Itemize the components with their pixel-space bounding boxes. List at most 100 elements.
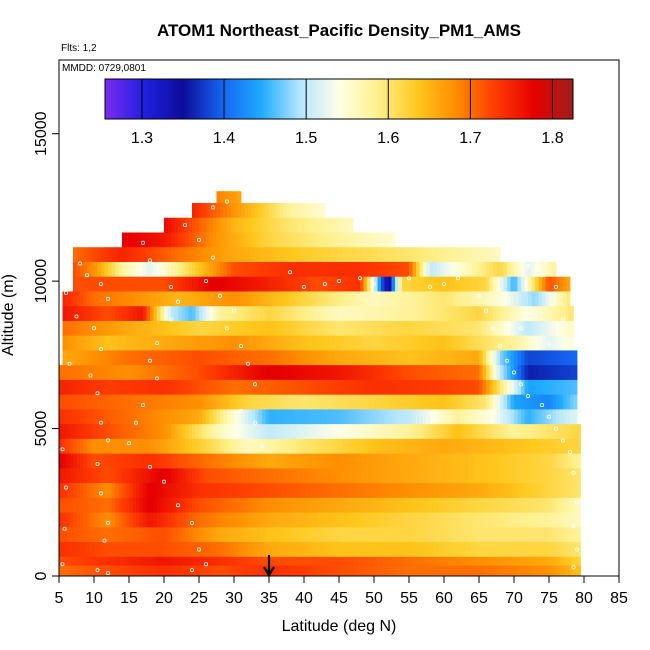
heatmap-cell: [297, 320, 301, 337]
heatmap-cell: [185, 291, 189, 307]
heatmap-cell: [181, 512, 186, 528]
heatmap-cell: [468, 276, 473, 292]
heatmap-cell: [160, 542, 165, 558]
heatmap-cell: [391, 527, 396, 543]
heatmap-cell: [195, 335, 200, 351]
heatmap-cell: [451, 350, 455, 366]
heatmap-cell: [451, 261, 455, 278]
heatmap-cell: [258, 483, 263, 499]
heatmap-cell: [69, 350, 74, 366]
heatmap-cell: [111, 512, 116, 528]
heatmap-cell: [150, 276, 154, 292]
heatmap-cell: [94, 291, 98, 307]
heatmap-cell: [521, 512, 525, 528]
heatmap-cell: [153, 483, 158, 499]
heatmap-cell: [318, 306, 322, 322]
heatmap-cell: [360, 394, 364, 410]
heatmap-cell: [83, 394, 88, 410]
heatmap-cell: [409, 424, 413, 440]
heatmap-cell: [412, 379, 417, 396]
heatmap-cell: [129, 527, 133, 543]
heatmap-cell: [384, 453, 389, 469]
heatmap-cell: [101, 379, 105, 396]
heatmap-cell: [265, 291, 270, 307]
heatmap-cell: [475, 335, 480, 351]
heatmap-cell: [524, 261, 529, 278]
heatmap-cell: [157, 350, 161, 366]
heatmap-cell: [475, 483, 480, 499]
heatmap-cell: [199, 379, 203, 396]
heatmap-cell: [94, 512, 98, 528]
heatmap-cell: [195, 247, 200, 263]
heatmap-cell: [437, 291, 441, 307]
heatmap-cell: [465, 306, 469, 322]
heatmap-cell: [132, 542, 137, 558]
heatmap-cell: [171, 365, 175, 381]
heatmap-cell: [356, 527, 361, 543]
heatmap-cell: [227, 276, 231, 292]
heatmap-cell: [367, 438, 371, 455]
heatmap-cell: [549, 276, 553, 292]
heatmap-cell: [216, 320, 221, 337]
heatmap-cell: [143, 232, 147, 248]
heatmap-cell: [160, 483, 165, 499]
heatmap-cell: [265, 247, 270, 263]
heatmap-cell: [388, 483, 392, 499]
heatmap-cell: [493, 409, 497, 425]
heatmap-cell: [482, 527, 487, 543]
x-tick-label: 75: [540, 590, 558, 607]
heatmap-cell: [188, 409, 193, 425]
heatmap-cell: [342, 527, 347, 543]
heatmap-cell: [83, 468, 88, 484]
heatmap-cell: [181, 335, 186, 351]
heatmap-cell: [447, 365, 452, 381]
heatmap-cell: [328, 232, 333, 248]
heatmap-cell: [482, 453, 487, 469]
heatmap-cell: [115, 335, 119, 351]
heatmap-cell: [440, 365, 445, 381]
heatmap-cell: [104, 276, 109, 292]
heatmap-cell: [311, 379, 315, 396]
heatmap-cell: [199, 512, 203, 528]
heatmap-cell: [510, 350, 515, 366]
heatmap-cell: [185, 232, 189, 248]
heatmap-cell: [510, 320, 515, 337]
heatmap-cell: [213, 365, 217, 381]
heatmap-cell: [419, 512, 424, 528]
colorbar-tick-label: 1.6: [377, 130, 399, 147]
heatmap-cell: [377, 438, 382, 455]
heatmap-cell: [328, 424, 333, 440]
heatmap-cell: [349, 232, 354, 248]
heatmap-cell: [465, 527, 469, 543]
heatmap-cell: [164, 335, 168, 351]
heatmap-cell: [419, 409, 424, 425]
heatmap-cell: [349, 350, 354, 366]
heatmap-cell: [412, 527, 417, 543]
sample-point: [547, 414, 552, 419]
heatmap-cell: [328, 497, 333, 513]
heatmap-cell: [528, 556, 532, 572]
heatmap-cell: [143, 497, 147, 513]
heatmap-cell: [248, 379, 252, 396]
heatmap-cell: [412, 497, 417, 513]
heatmap-cell: [391, 365, 396, 381]
heatmap-cell: [353, 497, 357, 513]
heatmap-cell: [59, 497, 63, 513]
heatmap-cell: [108, 320, 112, 337]
heatmap-cell: [311, 527, 315, 543]
heatmap-cell: [391, 409, 396, 425]
sample-point: [175, 503, 180, 508]
heatmap-cell: [202, 306, 207, 322]
heatmap-cell: [535, 542, 539, 558]
heatmap-cell: [447, 335, 452, 351]
heatmap-cell: [279, 565, 284, 577]
heatmap-cell: [209, 556, 214, 572]
heatmap-cell: [199, 394, 203, 410]
heatmap-cell: [104, 483, 109, 499]
heatmap-cell: [416, 453, 420, 469]
heatmap-cell: [507, 512, 511, 528]
sample-point: [95, 568, 100, 573]
heatmap-cell: [563, 365, 567, 381]
heatmap-cell: [503, 497, 508, 513]
